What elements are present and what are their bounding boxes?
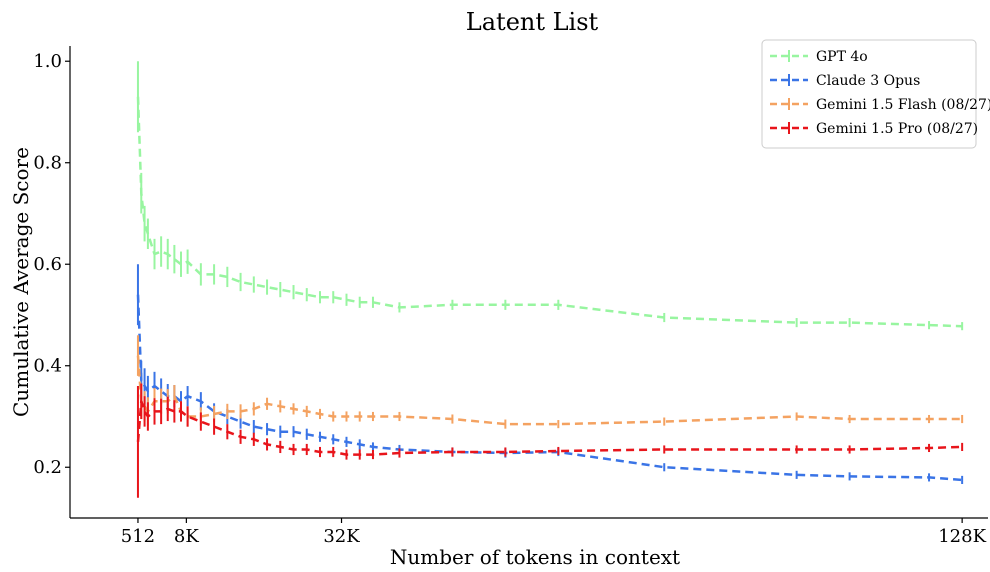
y-tick-label: 0.6 xyxy=(33,254,62,275)
legend-item: Gemini 1.5 Flash (08/27) xyxy=(770,97,990,113)
series-3 xyxy=(136,383,964,498)
chart-title: Latent List xyxy=(466,8,599,36)
legend-item: GPT 4o xyxy=(770,49,868,65)
x-axis-label: Number of tokens in context xyxy=(390,545,680,569)
plot-area xyxy=(136,61,964,498)
x-tick-label: 128K xyxy=(938,526,986,547)
legend-item: Gemini 1.5 Pro (08/27) xyxy=(770,121,978,137)
y-tick-label: 0.2 xyxy=(33,457,62,478)
y-ticks: 0.2 0.4 0.6 0.8 1.0 xyxy=(33,51,70,478)
x-ticks: 512 8K 32K 128K xyxy=(121,518,987,547)
x-tick-label: 32K xyxy=(323,526,360,547)
x-tick-label: 512 xyxy=(121,526,155,547)
x-tick-label: 8K xyxy=(174,526,199,547)
y-tick-label: 0.4 xyxy=(33,356,62,377)
legend: GPT 4o Claude 3 Opus Gemini 1.5 Flash (08/… xyxy=(761,39,990,149)
legend-label: Claude 3 Opus xyxy=(816,73,920,89)
y-tick-label: 1.0 xyxy=(33,51,62,72)
legend-label: GPT 4o xyxy=(816,49,868,65)
legend-box xyxy=(761,39,977,149)
series-layer xyxy=(136,61,964,498)
series-2 xyxy=(136,335,964,429)
legend-item: Claude 3 Opus xyxy=(770,73,920,89)
y-axis-label: Cumulative Average Score xyxy=(9,147,33,417)
legend-label: Gemini 1.5 Flash (08/27) xyxy=(816,97,990,113)
series-0 xyxy=(136,61,964,331)
legend-label: Gemini 1.5 Pro (08/27) xyxy=(816,121,978,137)
series-line xyxy=(136,355,963,426)
y-tick-label: 0.8 xyxy=(33,153,62,174)
